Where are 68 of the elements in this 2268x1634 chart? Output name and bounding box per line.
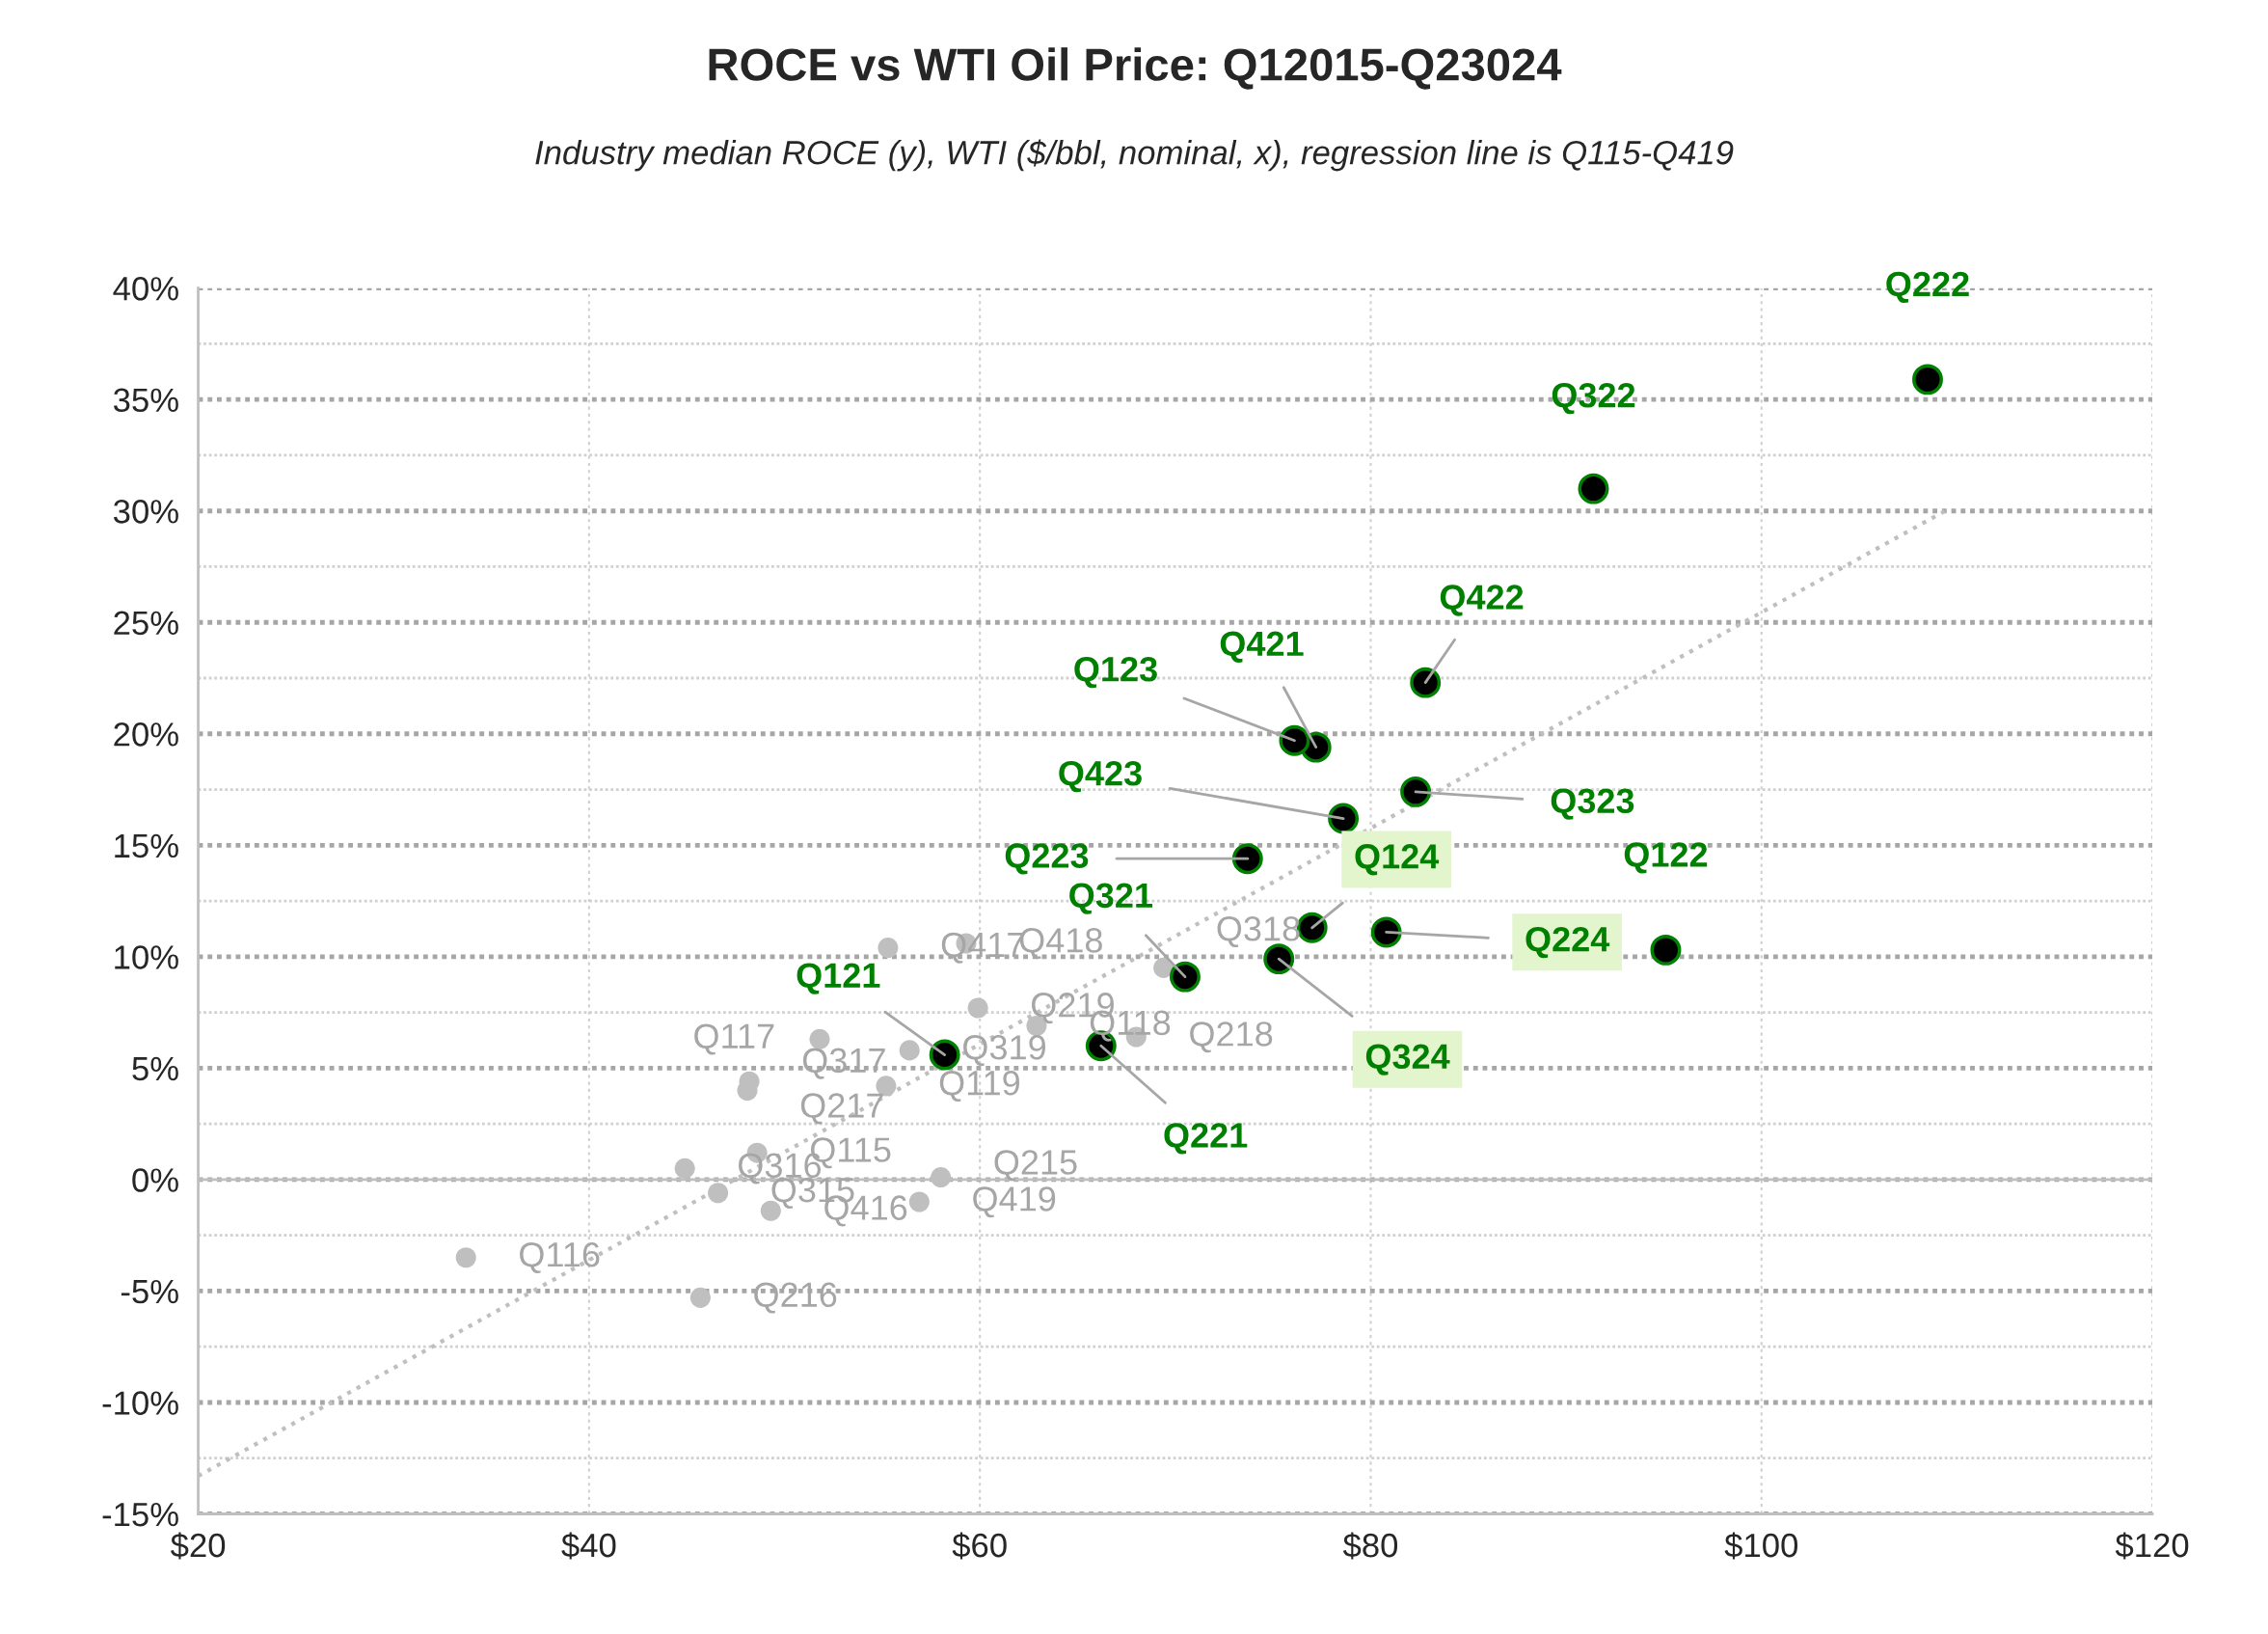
- y-tick-label: 25%: [114, 611, 178, 636]
- data-label: Q215: [994, 1150, 1077, 1182]
- point: [1153, 957, 1174, 978]
- data-label: Q422: [1440, 585, 1524, 616]
- point: [1370, 916, 1402, 948]
- point: [1231, 843, 1263, 875]
- data-label: Q216: [754, 1282, 837, 1314]
- data-label: Q323: [1551, 788, 1634, 820]
- data-label: Q222: [1886, 271, 1969, 303]
- point: [455, 1247, 476, 1268]
- point: [1410, 667, 1442, 698]
- point: [708, 1183, 729, 1204]
- data-label: Q217: [800, 1093, 883, 1125]
- data-label: Q418: [1019, 928, 1102, 960]
- point: [908, 1191, 930, 1212]
- point: [674, 1157, 695, 1179]
- y-tick-label: -15%: [102, 1502, 178, 1527]
- point: [931, 1167, 952, 1188]
- data-label: Q123: [1074, 657, 1157, 689]
- y-tick-label: 10%: [115, 945, 178, 969]
- y-tick-label: 20%: [114, 722, 178, 747]
- point: [1912, 364, 1943, 395]
- y-tick-label: 40%: [113, 276, 178, 301]
- data-label: Q122: [1624, 842, 1708, 874]
- x-tick-label: $40: [561, 1532, 616, 1560]
- point: [1169, 961, 1201, 993]
- point: [1578, 473, 1609, 504]
- data-label: Q124: [1355, 844, 1440, 876]
- point: [1328, 803, 1360, 834]
- point: [878, 938, 899, 959]
- data-label: Q419: [973, 1186, 1056, 1218]
- y-tick-label: -10%: [102, 1391, 178, 1415]
- y-tick-label: 5%: [132, 1056, 178, 1081]
- data-label: Q322: [1552, 382, 1635, 415]
- data-label: Q121: [796, 963, 880, 994]
- x-tick-label: $20: [170, 1532, 226, 1560]
- chart-title: ROCE vs WTI Oil Price: Q12015-Q23024: [709, 47, 1562, 90]
- data-label: Q318: [1217, 916, 1300, 948]
- data-label: Q116: [520, 1241, 600, 1273]
- point: [1279, 724, 1310, 756]
- x-tick-label: $100: [1724, 1532, 1798, 1560]
- y-tick-label: 30%: [113, 500, 178, 524]
- point: [1400, 776, 1432, 807]
- y-tick-label: 35%: [113, 388, 178, 413]
- data-label: Q319: [963, 1035, 1045, 1067]
- y-tick-label: 0%: [132, 1168, 178, 1192]
- chart-subtitle: Industry median ROCE (y), WTI ($/bbl, nominal, x), regression line is Q115-Q419: [535, 139, 1734, 172]
- y-tick-label: 15%: [115, 833, 178, 858]
- data-label: Q119: [939, 1070, 1020, 1103]
- point: [929, 1039, 960, 1071]
- point: [899, 1040, 920, 1061]
- point: [809, 1028, 830, 1049]
- point: [967, 997, 988, 1019]
- y-tick-label: -5%: [121, 1279, 178, 1304]
- x-tick-label: $80: [1342, 1532, 1398, 1560]
- data-label: Q423: [1059, 760, 1142, 793]
- point: [1650, 934, 1682, 966]
- point: [689, 1287, 711, 1308]
- x-tick-label: $60: [952, 1532, 1007, 1560]
- data-label: Q218: [1190, 1021, 1273, 1053]
- data-label: Q223: [1005, 843, 1089, 875]
- data-label: Q221: [1164, 1123, 1248, 1155]
- data-label: Q321: [1069, 883, 1153, 914]
- data-label: Q421: [1220, 631, 1304, 663]
- data-label: Q117: [694, 1023, 774, 1055]
- data-label: Q224: [1526, 926, 1610, 959]
- data-label: Q324: [1365, 1044, 1450, 1076]
- x-tick-label: $120: [2115, 1532, 2189, 1560]
